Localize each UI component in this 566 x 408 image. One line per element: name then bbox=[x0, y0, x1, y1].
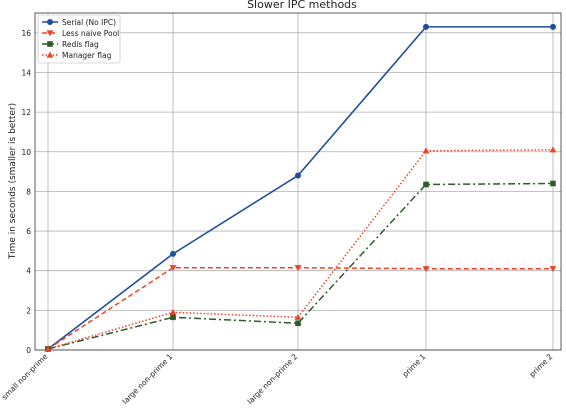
y-tick-label: 10 bbox=[21, 148, 31, 157]
data-point-redis-flag bbox=[170, 314, 176, 321]
data-point-serial-no-ipc bbox=[423, 23, 429, 30]
data-point-manager-flag bbox=[422, 147, 430, 154]
data-point-serial-no-ipc bbox=[295, 172, 301, 179]
legend-marker-redis-flag bbox=[47, 41, 53, 47]
axes bbox=[34, 12, 562, 351]
y-tick-label: 14 bbox=[21, 68, 31, 77]
data-point-less-naive-pool bbox=[549, 266, 557, 273]
data-point-manager-flag bbox=[44, 345, 52, 352]
data-point-serial-no-ipc bbox=[170, 250, 176, 257]
data-point-less-naive-pool bbox=[422, 266, 430, 273]
chart-title: Slower IPC methods bbox=[247, 0, 357, 11]
data-point-serial-no-ipc bbox=[550, 23, 556, 30]
data-point-manager-flag bbox=[294, 313, 302, 320]
legend-box bbox=[37, 14, 121, 64]
legend-label-serial-no-ipc: Serial (No IPC) bbox=[62, 18, 116, 27]
y-tick-label: 6 bbox=[26, 227, 31, 236]
legend-marker-less-naive-pool bbox=[46, 30, 54, 37]
y-tick-label: 12 bbox=[21, 108, 31, 117]
data-point-redis-flag bbox=[550, 180, 556, 187]
y-axis-ticks: 0 2 4 6 8 10 12 14 16 bbox=[21, 29, 31, 355]
y-axis-label: Time in seconds (smaller is better) bbox=[8, 103, 18, 260]
gridlines bbox=[35, 13, 561, 351]
data-point-manager-flag bbox=[549, 146, 557, 153]
legend-label-less-naive-pool: Less naive Pool bbox=[62, 29, 119, 38]
legend-item-less-naive-pool: Less naive Pool bbox=[42, 29, 119, 38]
data-point-less-naive-pool bbox=[294, 265, 302, 272]
legend-item-manager-flag: Manager flag bbox=[42, 51, 112, 60]
series-layer bbox=[44, 23, 557, 353]
data-point-redis-flag bbox=[295, 320, 301, 327]
legend-label-redis-flag: Redis flag bbox=[62, 40, 99, 49]
y-tick-label: 16 bbox=[21, 29, 31, 38]
series-line-redis-flag bbox=[47, 182, 554, 350]
legend-marker-serial-no-ipc bbox=[47, 19, 53, 25]
axes-frame bbox=[34, 12, 562, 351]
series-line-manager-flag bbox=[47, 149, 554, 350]
y-tick-label: 2 bbox=[26, 306, 31, 315]
legend: Serial (No IPC) Less naive Pool Redis flag… bbox=[37, 14, 121, 64]
y-tick-label: 8 bbox=[26, 187, 31, 196]
legend-item-serial-no-ipc: Serial (No IPC) bbox=[42, 18, 116, 27]
legend-item-redis-flag: Redis flag bbox=[42, 40, 99, 49]
y-tick-label: 0 bbox=[26, 346, 31, 355]
data-point-redis-flag bbox=[423, 181, 429, 188]
y-tick-label: 4 bbox=[26, 267, 31, 276]
series-manager-flag bbox=[44, 146, 557, 352]
data-point-less-naive-pool bbox=[169, 265, 177, 272]
data-point-manager-flag bbox=[169, 308, 177, 315]
legend-marker-manager-flag bbox=[46, 51, 54, 58]
legend-label-manager-flag: Manager flag bbox=[62, 51, 112, 60]
